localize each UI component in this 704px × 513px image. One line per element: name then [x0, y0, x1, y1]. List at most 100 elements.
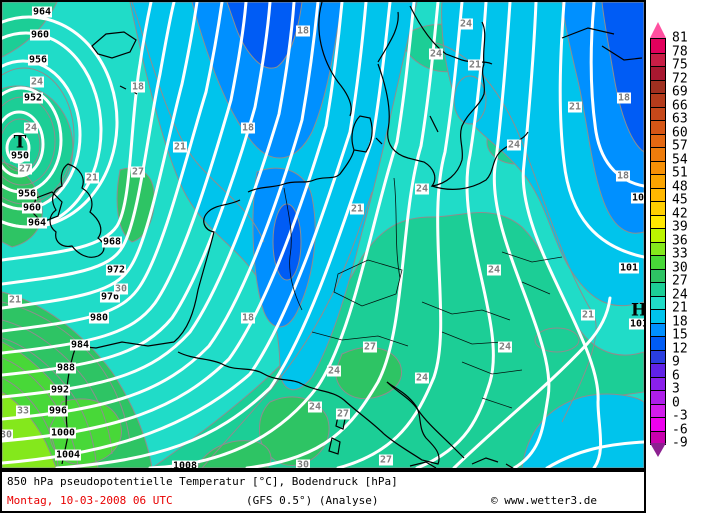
colorbar-cell	[651, 309, 665, 323]
theta-label: 24	[23, 122, 39, 134]
colorbar-tick-label: 15	[672, 327, 688, 343]
colorbar-cell	[651, 376, 665, 390]
isobar-label: 960	[21, 202, 43, 214]
colorbar-tick-label: 75	[672, 57, 688, 73]
colorbar-tick-label: 36	[672, 233, 688, 248]
isobar-label: 956	[16, 188, 38, 200]
colorbar-cell	[651, 228, 665, 242]
theta-label: 24	[307, 401, 323, 413]
low-center-value: 950	[9, 150, 31, 162]
theta-label: 27	[17, 163, 33, 175]
colorbar-cell	[651, 39, 665, 53]
theta-label: 24	[29, 76, 45, 88]
colorbar-tick-label: 66	[672, 98, 688, 113]
theta-label: 27	[362, 341, 378, 353]
theta-label: 24	[486, 264, 502, 276]
low-center-symbol: T	[13, 132, 27, 153]
theta-label: 18	[616, 92, 632, 104]
colorbar-cell	[651, 133, 665, 147]
colorbar-cell	[651, 160, 665, 174]
copyright: © www.wetter3.de	[491, 494, 597, 507]
high-center-symbol: H	[630, 300, 646, 321]
colorbar-tick-label: 57	[672, 138, 688, 154]
colorbar-cells	[650, 38, 666, 445]
colorbar-cell	[651, 93, 665, 107]
isobar-label: 996	[47, 405, 69, 417]
isobar-label: 964	[31, 6, 53, 18]
run-datetime: Montag, 10-03-2008 06 UTC	[7, 494, 173, 507]
colorbar-tick-label: 12	[672, 341, 688, 356]
colorbar-cell	[651, 349, 665, 363]
theta-label: 24	[458, 18, 474, 30]
colorbar-cell	[651, 268, 665, 282]
model-info: (GFS 0.5°) (Analyse)	[246, 494, 379, 507]
colorbar-tick-label: 54	[672, 152, 688, 167]
isobar-label: 976	[99, 291, 121, 303]
theta-label: 27	[130, 166, 146, 178]
colorbar-cell	[651, 241, 665, 255]
isobar-label: 964	[26, 217, 48, 229]
theta-label: 27	[378, 454, 394, 466]
theta-label: 18	[130, 81, 146, 93]
temperature-colorbar: 81 78 75 72 69 66 63 60 57 54 51 48 45 42 39 36 33 30 27 24…	[650, 22, 704, 462]
map-panel: 964 960 956 952 956 960 964 968 972 976 980 984 988 9…	[0, 0, 646, 470]
theta-label: 21	[467, 59, 483, 71]
colorbar-tick-label: 27	[672, 273, 688, 289]
colorbar-tick-label: 69	[672, 84, 688, 100]
colorbar-tick-label: 63	[672, 111, 688, 127]
colorbar-tick-label: -9	[672, 435, 688, 451]
colorbar-tick-label: 18	[672, 314, 688, 329]
isobar-label: 956	[27, 54, 49, 66]
high-center-value: 101	[628, 318, 644, 330]
colorbar-cell	[651, 147, 665, 161]
colorbar-tick-label: 30	[672, 260, 688, 275]
colorbar-tick-label: 9	[672, 354, 680, 370]
theta-label: 18	[295, 25, 311, 37]
isobar-label: 1008	[171, 460, 199, 470]
theta-label: 24	[428, 48, 444, 60]
colorbar-cell	[651, 295, 665, 309]
colorbar-tick-label: 72	[672, 71, 688, 86]
isobar-label: 968	[101, 236, 123, 248]
isobar-label: 101	[618, 262, 640, 274]
colorbar-tick-label: 0	[672, 395, 680, 410]
colorbar-top-arrow	[650, 22, 666, 38]
isobar-label: 992	[49, 384, 71, 396]
colorbar-cell	[651, 255, 665, 269]
theta-label: 24	[414, 183, 430, 195]
colorbar-cell	[651, 322, 665, 336]
theta-label: 21	[84, 172, 100, 184]
isobar-label: 10	[630, 192, 645, 204]
title-bar: 850 hPa pseudopotentielle Temperatur [°C…	[0, 470, 646, 513]
colorbar-tick-label: 45	[672, 192, 688, 208]
colorbar-cell	[651, 106, 665, 120]
map-title: 850 hPa pseudopotentielle Temperatur [°C…	[7, 475, 398, 488]
theta-label: 21	[580, 309, 596, 321]
map-graphic	[2, 2, 644, 468]
theta-label: 21	[349, 203, 365, 215]
theta-label: 30	[295, 459, 311, 470]
colorbar-cell	[651, 390, 665, 404]
theta-label: 18	[240, 312, 256, 324]
colorbar-cell	[651, 214, 665, 228]
colorbar-cell	[651, 66, 665, 80]
colorbar-tick-label: -6	[672, 422, 688, 437]
theta-label: 30	[113, 283, 129, 295]
theta-label: 18	[615, 170, 631, 182]
colorbar-cell	[651, 52, 665, 66]
colorbar-tick-label: 21	[672, 300, 688, 316]
theta-label: 27	[335, 408, 351, 420]
isobar-label: 988	[55, 362, 77, 374]
colorbar-cell	[651, 120, 665, 134]
colorbar-tick-label: 39	[672, 219, 688, 235]
colorbar-cell	[651, 430, 665, 444]
theta-label: 24	[326, 365, 342, 377]
colorbar-tick-label: 24	[672, 287, 688, 302]
isobar-label: 972	[105, 264, 127, 276]
colorbar-tick-label: 6	[672, 368, 680, 383]
colorbar-tick-label: -3	[672, 408, 688, 424]
colorbar-cell	[651, 282, 665, 296]
theta-label: 24	[506, 139, 522, 151]
colorbar-tick-label: 48	[672, 179, 688, 194]
